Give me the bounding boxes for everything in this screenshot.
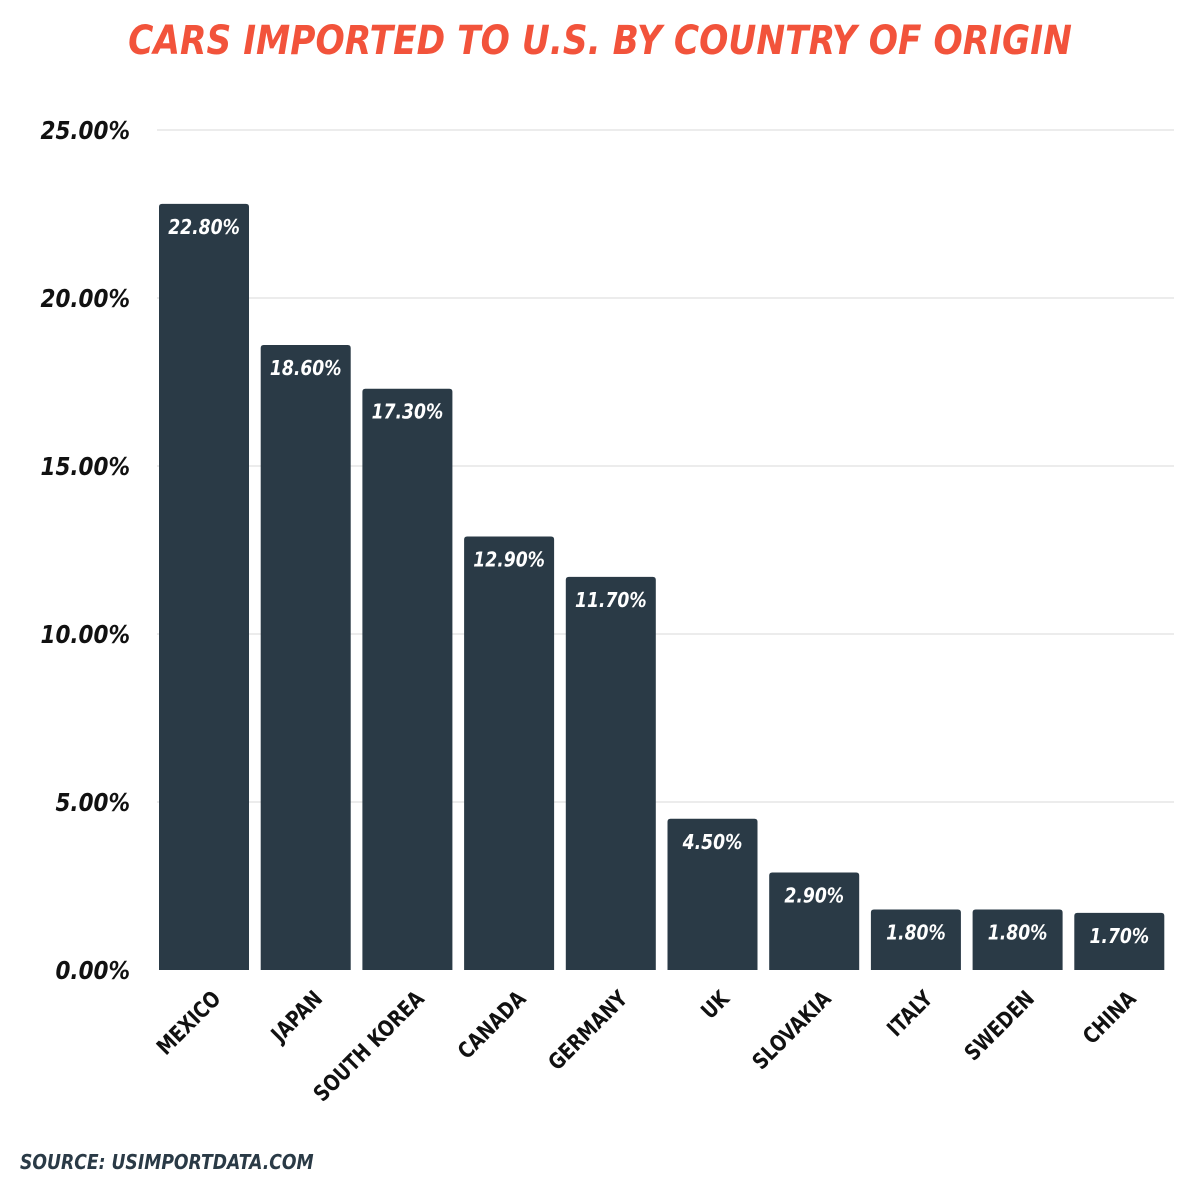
bar — [565, 576, 656, 970]
x-tick-label: GERMANY — [543, 985, 633, 1075]
data-label: 1.70% — [1089, 926, 1149, 949]
y-tick-label: 20.00% — [41, 284, 130, 313]
y-tick-label: 10.00% — [41, 620, 130, 649]
data-label: 11.70% — [575, 590, 647, 613]
x-tick-label: CANADA — [452, 985, 531, 1064]
data-label: 18.60% — [270, 358, 342, 381]
data-label: 2.90% — [784, 885, 844, 908]
bar — [769, 872, 860, 970]
data-label: 17.30% — [372, 402, 444, 425]
x-tick-label: UK — [696, 984, 736, 1024]
data-label: 22.80% — [168, 217, 240, 240]
x-tick-label: JAPAN — [264, 985, 327, 1048]
bar — [972, 909, 1063, 970]
bar — [362, 388, 453, 971]
bar — [870, 909, 961, 970]
bar — [464, 536, 555, 970]
data-label: 4.50% — [682, 832, 743, 855]
data-label: 12.90% — [473, 549, 545, 572]
bar — [1074, 912, 1165, 970]
x-tick-label: ITALY — [882, 985, 939, 1042]
bar — [260, 345, 351, 970]
x-tick-label: MEXICO — [151, 985, 226, 1060]
data-label: 1.80% — [988, 922, 1048, 945]
data-label: 1.80% — [886, 922, 946, 945]
chart-title: CARS IMPORTED TO U.S. BY COUNTRY OF ORIG… — [128, 18, 1072, 64]
source-note: SOURCE: USIMPORTDATA.COM — [20, 1150, 314, 1174]
x-tick-label: SLOVAKIA — [747, 985, 837, 1075]
y-tick-label: 0.00% — [55, 956, 130, 985]
x-tick-label: SWEDEN — [959, 985, 1039, 1065]
x-tick-label: CHINA — [1077, 985, 1141, 1049]
y-tick-label: 25.00% — [41, 116, 130, 145]
bar — [667, 818, 758, 970]
bar — [159, 203, 250, 971]
y-tick-label: 15.00% — [41, 452, 130, 481]
y-tick-label: 5.00% — [55, 788, 130, 817]
